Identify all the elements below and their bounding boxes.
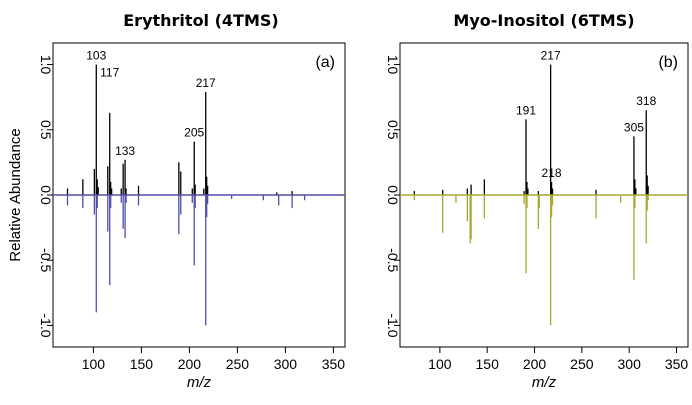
y-axis-label: Relative Abundance: [7, 128, 24, 261]
x-tick-label: 100: [82, 356, 106, 372]
erythritol-spectrum-panel: Erythritol (4TMS) 100 150 200 250 300 350 1.0 0.…: [7, 11, 346, 391]
x-axis-label: m/z: [532, 374, 557, 391]
x-axis-label: m/z: [187, 374, 212, 391]
x-tick-label: 100: [428, 356, 452, 372]
chart-title: Myo-Inositol (6TMS): [453, 11, 634, 30]
x-tick-label: 300: [274, 356, 298, 372]
x-tick-label: 150: [130, 356, 154, 372]
peak-annotation: 318: [636, 94, 656, 108]
y-tick-label: -0.5: [385, 248, 401, 272]
x-tick-label: 250: [226, 356, 250, 372]
x-tick-label: 250: [570, 356, 594, 372]
y-tick-label: 0.5: [38, 120, 54, 140]
panel-label: (a): [315, 54, 335, 71]
chart-title: Erythritol (4TMS): [123, 11, 278, 30]
peak-annotation: 133: [115, 144, 135, 158]
y-tick-label: 0.0: [385, 185, 401, 205]
y-tick-label: 1.0: [385, 55, 401, 75]
y-tick-label: -1.0: [385, 313, 401, 337]
y-tick-label: 1.0: [38, 55, 54, 75]
x-tick-label: 200: [178, 356, 202, 372]
peak-annotation: 103: [86, 49, 106, 63]
y-tick-label: 0.5: [385, 120, 401, 140]
x-tick-label: 200: [523, 356, 547, 372]
peak-annotation: 305: [624, 120, 644, 134]
y-tick-label: -1.0: [38, 313, 54, 337]
panel-label: (b): [658, 54, 678, 71]
peak-annotation: 117: [100, 66, 119, 80]
y-tick-label: 0.0: [38, 185, 54, 205]
peak-annotation: 217: [196, 76, 216, 90]
peak-annotation: 217: [541, 49, 561, 63]
x-tick-label: 150: [476, 356, 500, 372]
peak-annotation: 205: [184, 126, 204, 140]
peak-annotation: 218: [542, 166, 562, 180]
y-tick-label: -0.5: [38, 248, 54, 272]
peak-annotation: 191: [516, 103, 536, 117]
x-tick-label: 350: [665, 356, 689, 372]
x-tick-label: 350: [322, 356, 346, 372]
x-tick-label: 300: [618, 356, 642, 372]
myo-inositol-spectrum-panel: Myo-Inositol (6TMS) 100 150 200 250 300 350 1.0…: [385, 11, 689, 391]
